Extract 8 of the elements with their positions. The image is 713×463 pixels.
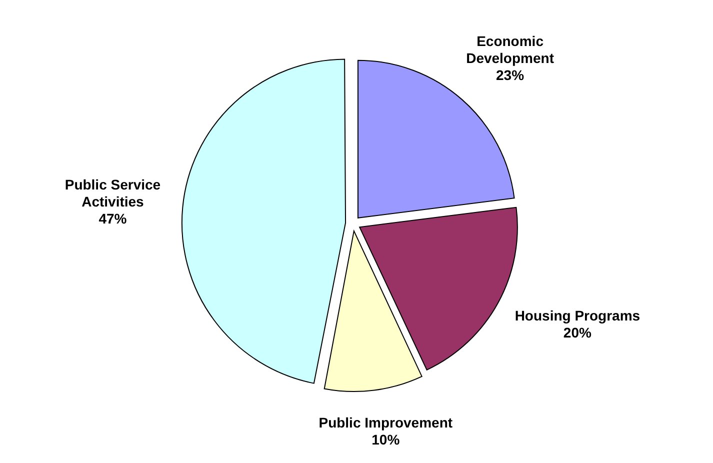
slice-label: Public Improvement bbox=[318, 414, 453, 431]
data-label: 20% bbox=[563, 324, 592, 340]
slice-label: Housing Programs bbox=[514, 307, 640, 324]
data-label: 10% bbox=[372, 432, 400, 448]
data-label: 47% bbox=[98, 210, 128, 227]
slice-label: Economic Development bbox=[466, 33, 554, 66]
slice-label: Public Service Activities bbox=[64, 176, 161, 210]
data-label: 23% bbox=[496, 67, 525, 84]
